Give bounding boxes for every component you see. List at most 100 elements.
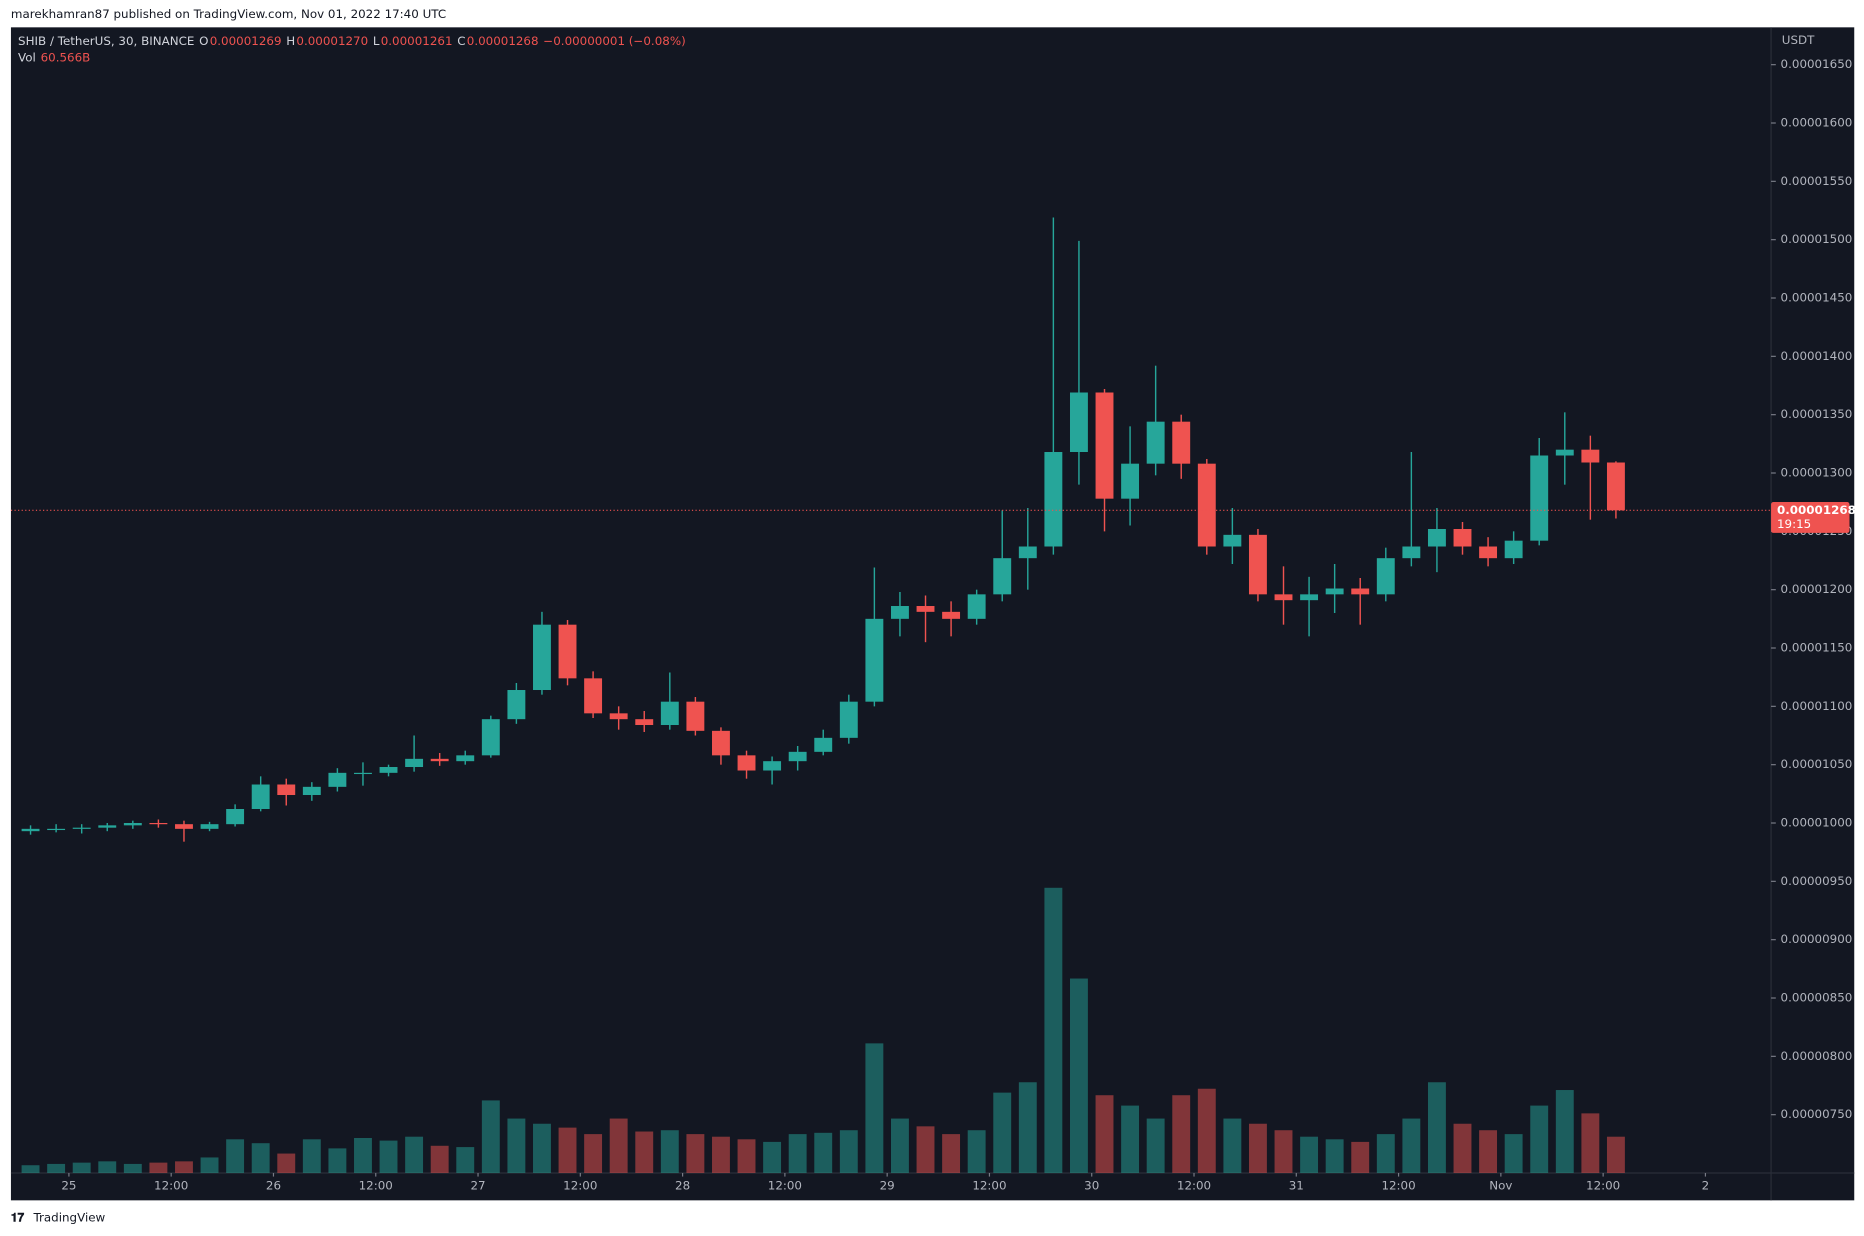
x-tick-label: Nov [1489, 1179, 1512, 1193]
y-tick-label: 0.00000900 [1781, 932, 1853, 946]
candle-body [1044, 452, 1063, 547]
volume-bar [1248, 1123, 1267, 1174]
volume-bar [967, 1130, 986, 1174]
y-tick-label: 0.00001350 [1781, 407, 1853, 421]
candle-body [609, 713, 628, 720]
volume-bar [865, 1043, 884, 1174]
candle-body [302, 786, 321, 796]
candle-body [1351, 588, 1370, 595]
volume-bar [1197, 1088, 1216, 1174]
volume-bar [1325, 1139, 1344, 1174]
volume-bar [1427, 1082, 1446, 1174]
volume-bar [149, 1162, 168, 1174]
candle-body [430, 758, 449, 762]
y-tick-label: 0.00001450 [1781, 291, 1853, 305]
x-tick-label: 12:00 [154, 1179, 188, 1193]
candle-body [1479, 546, 1498, 559]
candle-body [788, 751, 807, 762]
volume-bar [1402, 1118, 1421, 1174]
y-tick-label: 0.00001550 [1781, 174, 1853, 188]
volume-bar [47, 1163, 66, 1174]
volume-bar [1274, 1130, 1293, 1174]
y-tick-label: 0.00001000 [1781, 816, 1853, 830]
candle-body [890, 606, 909, 619]
candle-body [1606, 462, 1625, 511]
y-tick-label: 0.00000750 [1781, 1107, 1853, 1121]
candle-body [1402, 546, 1421, 559]
volume-bar [1095, 1095, 1114, 1174]
candle-body [251, 784, 270, 810]
candle-body [686, 701, 705, 731]
candle-body [1555, 449, 1574, 456]
countdown: 19:15 [1777, 517, 1811, 531]
volume-bar [354, 1138, 372, 1174]
legend: SHIB / TetherUS, 30, BINANCE O 0.00001269 H… [18, 34, 686, 65]
legend-change: −0.00000001 (−0.08%) [543, 34, 685, 48]
candle-body [763, 761, 782, 771]
volume-bar [1581, 1113, 1600, 1174]
volume-bar [993, 1092, 1012, 1174]
legend-key: L [373, 34, 380, 48]
volume-bar [1479, 1130, 1498, 1174]
candle-body [1197, 463, 1216, 547]
last-price-label: 0.00001268 [1777, 503, 1856, 517]
volume-bar [1146, 1118, 1165, 1174]
volume-bar [1018, 1082, 1037, 1174]
candle-body [814, 737, 833, 752]
candle-body [942, 611, 961, 619]
last-price-badge [1771, 502, 1850, 533]
x-tick-label: 2 [1702, 1179, 1710, 1193]
x-tick-label: 12:00 [359, 1179, 393, 1193]
candle-body [839, 701, 858, 738]
candle-body [98, 825, 117, 828]
volume-bar [1121, 1105, 1140, 1174]
x-tick-label: 12:00 [972, 1179, 1006, 1193]
legend-value: 0.00001270 [296, 34, 368, 48]
y-tick-label: 0.00001600 [1781, 116, 1853, 130]
volume-bar [788, 1134, 807, 1174]
y-tick-label: 0.00001200 [1781, 582, 1853, 596]
candle-body [712, 730, 730, 756]
volume-bar [98, 1161, 117, 1174]
x-tick-label: 25 [61, 1179, 76, 1193]
candle-body [277, 784, 296, 796]
candle-body [354, 772, 372, 775]
legend-value: 0.00001261 [381, 34, 453, 48]
candle-body [47, 828, 66, 831]
volume-bar [584, 1134, 603, 1174]
volume-bar [609, 1118, 628, 1174]
candle-body [1018, 546, 1037, 559]
candle-body [584, 678, 603, 714]
volume-bar [277, 1153, 296, 1174]
volume-bar [302, 1139, 321, 1174]
volume-bar [251, 1143, 270, 1174]
volume-bar [942, 1134, 961, 1174]
candle-body [1504, 540, 1523, 559]
volume-bar [1172, 1095, 1191, 1174]
volume-bar [507, 1118, 526, 1174]
x-tick-label: 12:00 [563, 1179, 597, 1193]
volume-bar [839, 1130, 858, 1174]
y-tick-label: 0.00001500 [1781, 232, 1853, 246]
candle-body [379, 767, 398, 773]
candle-body [149, 823, 168, 825]
candle-body [533, 624, 551, 691]
volume-bar [1376, 1134, 1395, 1174]
candle-body [967, 594, 986, 619]
candle-body [1121, 463, 1140, 499]
volume-bar [916, 1126, 935, 1174]
candle-body [993, 558, 1012, 595]
volume-bar [328, 1148, 347, 1174]
x-tick-label: 12:00 [1381, 1179, 1415, 1193]
candle-body [123, 823, 142, 826]
volume-bar [200, 1157, 219, 1174]
candle-body [1581, 449, 1600, 463]
candle-body [1274, 594, 1293, 601]
volume-bar [1223, 1118, 1242, 1174]
x-tick-label: 28 [675, 1179, 690, 1193]
volume-bar [558, 1127, 577, 1174]
volume-bar [481, 1100, 500, 1174]
candle-body [481, 719, 500, 756]
volume-bar [712, 1136, 730, 1174]
